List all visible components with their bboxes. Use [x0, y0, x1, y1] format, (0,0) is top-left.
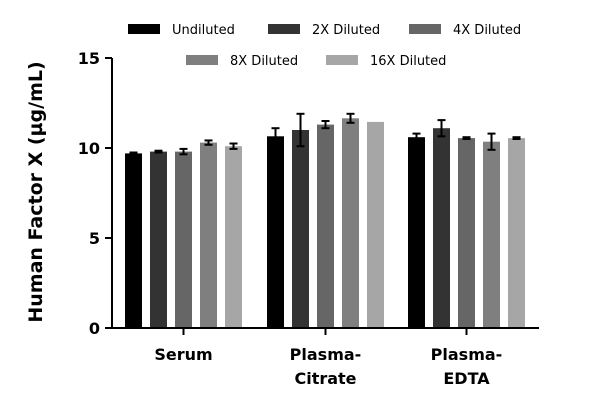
y-tick-label-2: 10 — [78, 139, 100, 158]
bar-1-2 — [317, 124, 334, 328]
x-category-label-0: Serum — [154, 345, 212, 364]
y-tick-label-0: 0 — [89, 319, 100, 338]
bar-1-3 — [342, 118, 359, 328]
bar-2-2 — [458, 138, 475, 328]
y-axis: 0 5 10 15 — [78, 49, 112, 338]
legend-swatch-3 — [186, 55, 218, 65]
legend-swatch-0 — [128, 24, 160, 34]
legend-label-0: Undiluted — [172, 23, 235, 38]
bar-2-1 — [433, 128, 450, 328]
bar-2-3 — [483, 141, 500, 328]
legend-swatch-4 — [326, 55, 358, 65]
x-category-label-1-line2: Citrate — [294, 369, 356, 388]
bar-0-2 — [175, 151, 192, 328]
x-axis: Serum Plasma- Citrate Plasma- EDTA — [154, 328, 502, 388]
bar-1-0 — [267, 136, 284, 328]
x-category-label-1: Plasma- — [290, 345, 362, 364]
y-tick-label-3: 15 — [78, 49, 100, 68]
legend: Undiluted 2X Diluted 4X Diluted 8X Diluted 1… — [128, 23, 521, 69]
legend-label-1: 2X Diluted — [312, 23, 380, 38]
x-category-label-2: Plasma- — [431, 345, 503, 364]
bar-0-0 — [125, 153, 142, 328]
bar-2-4 — [508, 138, 525, 328]
bar-0-3 — [200, 142, 217, 328]
bar-0-4 — [225, 146, 242, 328]
legend-label-2: 4X Diluted — [453, 23, 521, 38]
bars — [125, 112, 525, 329]
legend-label-3: 8X Diluted — [230, 54, 298, 69]
bar-0-1 — [150, 151, 167, 328]
x-category-label-2-line2: EDTA — [443, 369, 490, 388]
y-axis-label: Human Factor X (µg/mL) — [25, 61, 47, 322]
legend-swatch-1 — [268, 24, 300, 34]
legend-swatch-2 — [409, 24, 441, 34]
bar-1-4 — [367, 121, 384, 329]
legend-label-4: 16X Diluted — [370, 54, 446, 69]
bar-1-1 — [292, 130, 309, 328]
y-tick-label-1: 5 — [89, 229, 100, 248]
bar-2-0 — [408, 137, 425, 328]
